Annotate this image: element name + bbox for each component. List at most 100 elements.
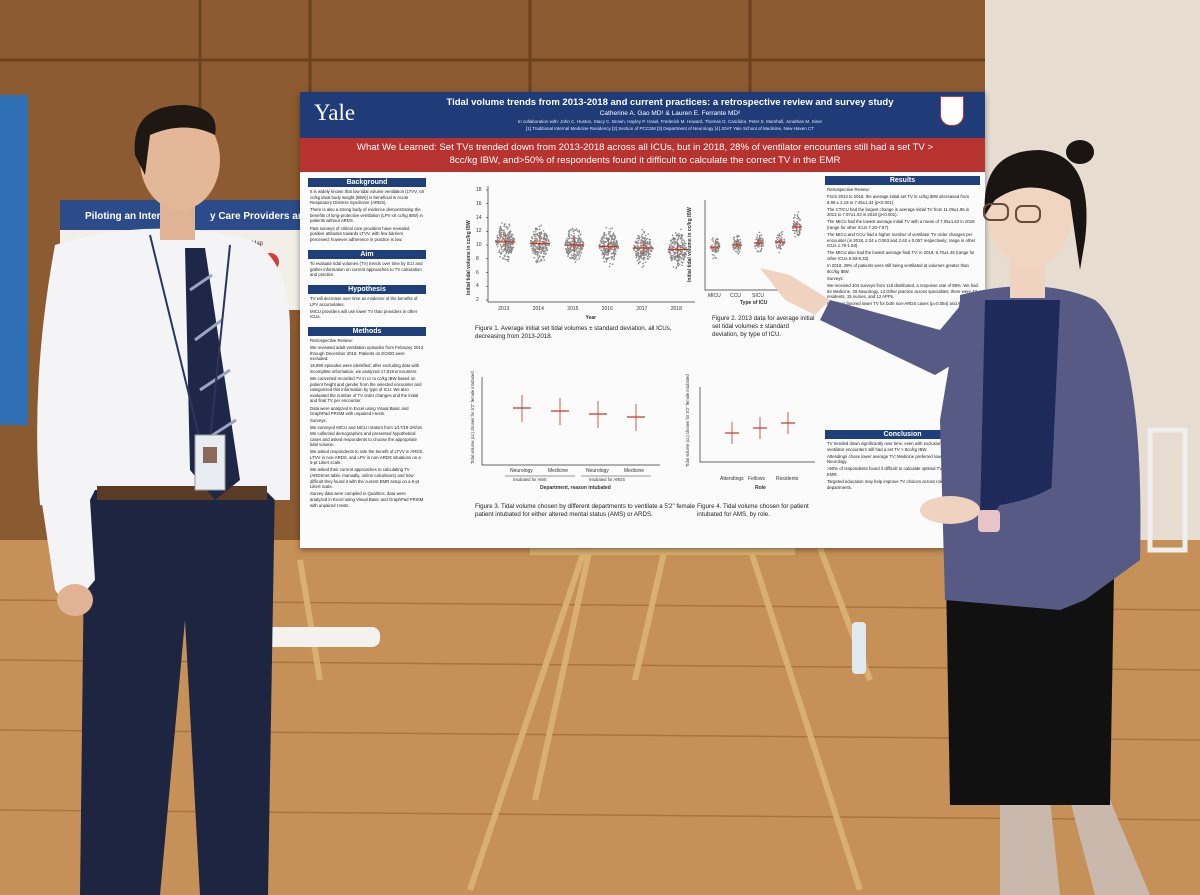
scatter-dot xyxy=(574,253,577,256)
scatter-dot xyxy=(541,247,543,249)
x-tick-label: Neurology xyxy=(586,468,609,474)
scatter-dot xyxy=(637,262,640,265)
x-axis-label: Year xyxy=(585,315,597,321)
section-text: Retrospective Review: xyxy=(827,187,870,192)
scatter-dot xyxy=(640,242,643,244)
scatter-dot xyxy=(644,261,647,264)
scatter-dot xyxy=(780,238,783,241)
section-text: TV trended down significantly over time,… xyxy=(827,441,962,452)
scatter-dot xyxy=(792,229,794,232)
x-tick-label: Attendings xyxy=(720,476,744,482)
scatter-dot xyxy=(684,255,687,258)
x-tick-label: Neurology xyxy=(510,468,533,474)
scatter-dot xyxy=(640,235,643,237)
x-tick-label: 2015 xyxy=(567,306,579,312)
scatter-dot xyxy=(576,237,578,240)
scatter-dot xyxy=(734,250,737,253)
section-text: To evaluate tidal volumes (TV) trends ov… xyxy=(310,261,423,278)
scatter-dot xyxy=(681,239,683,241)
scatter-dot xyxy=(567,255,569,257)
scatter-dot xyxy=(582,241,584,243)
scatter-dot xyxy=(499,244,502,246)
scatter-dot xyxy=(505,244,508,247)
scatter-dot xyxy=(643,238,646,240)
section-text: Data were analyzed in Excel using Visual… xyxy=(310,405,409,417)
scatter-dot xyxy=(638,252,640,255)
scatter-dot xyxy=(649,238,652,241)
scatter-dot xyxy=(672,251,675,254)
scatter-dot xyxy=(680,241,683,243)
scatter-dot xyxy=(507,260,510,262)
scatter-dot xyxy=(637,239,640,242)
section-text: Surveys: xyxy=(827,275,844,281)
scatter-dot xyxy=(602,257,605,259)
scatter-dot xyxy=(776,234,779,237)
scatter-dot xyxy=(761,244,764,246)
scatter-dot xyxy=(717,249,720,252)
scatter-dot xyxy=(682,239,685,241)
scatter-dot xyxy=(681,253,683,255)
scatter-dot xyxy=(798,229,801,232)
scatter-dot xyxy=(682,257,685,260)
scatter-dot xyxy=(685,246,687,249)
scatter-dot xyxy=(794,235,796,238)
scatter-dot xyxy=(759,250,762,252)
x-axis-label: Department, reason intubated xyxy=(540,485,611,491)
scatter-dot xyxy=(648,256,651,258)
scatter-dot xyxy=(540,231,543,234)
scatter-dot xyxy=(676,251,678,254)
folding-chair xyxy=(1147,427,1188,553)
scatter-dot xyxy=(565,242,567,244)
scatter-dot xyxy=(793,220,795,223)
scatter-dot xyxy=(534,253,537,255)
section-body: It is widely known that low tidal volume… xyxy=(310,189,424,244)
scatter-dot xyxy=(605,254,608,256)
scatter-dot xyxy=(679,246,682,249)
scatter-dot xyxy=(496,238,499,241)
scatter-dot xyxy=(504,258,507,261)
scatter-dot xyxy=(635,250,637,253)
affiliations: [1] Traditional Internal Medicine Reside… xyxy=(525,126,815,131)
scatter-dot xyxy=(572,243,575,245)
scatter-dot xyxy=(646,241,648,244)
scatter-dot xyxy=(675,256,677,258)
scatter-dot xyxy=(606,239,609,242)
scatter-dot xyxy=(507,227,509,229)
scatter-dot xyxy=(570,246,572,249)
scatter-dot xyxy=(546,235,548,238)
section-text: MICU providers will use lower TV than pr… xyxy=(310,308,418,320)
scatter-dot xyxy=(579,245,582,247)
scatter-dot xyxy=(575,228,578,230)
scatter-dot xyxy=(569,242,572,245)
scatter-dot xyxy=(609,242,612,244)
scatter-dot xyxy=(671,247,673,249)
scatter-dot xyxy=(613,241,616,244)
scatter-dot xyxy=(678,257,680,259)
scatter-dot xyxy=(677,264,680,267)
section-text: Surveys: xyxy=(310,418,327,424)
scatter-dot xyxy=(536,254,539,257)
scatter-dot xyxy=(641,266,644,268)
scatter-dot xyxy=(643,250,646,252)
scatter-dot xyxy=(606,248,609,250)
section-body: TV will decrease over time as evidence o… xyxy=(310,296,424,321)
section-text: We reviewed adult ventilation episodes f… xyxy=(310,345,424,362)
scatter-dot xyxy=(647,243,650,245)
scatter-dot xyxy=(800,228,802,230)
scatter-dot xyxy=(500,231,503,234)
shield-logo xyxy=(940,96,964,126)
scatter-dot xyxy=(638,237,641,240)
rolled-poster xyxy=(265,627,380,647)
section-heading: Results xyxy=(825,176,980,185)
scatter-dot xyxy=(758,234,761,237)
scatter-dot xyxy=(603,231,606,234)
scatter-dot xyxy=(635,255,638,257)
scatter-dot xyxy=(501,236,504,239)
scatter-dot xyxy=(535,260,537,263)
scatter-dot xyxy=(545,233,547,235)
scatter-dot xyxy=(678,263,681,266)
section-text: Survey data were compiled in Qualtrics; … xyxy=(310,491,424,508)
scatter-dot xyxy=(646,237,648,240)
scatter-dot xyxy=(676,239,679,241)
x-tick-label: 2013 xyxy=(498,306,510,312)
